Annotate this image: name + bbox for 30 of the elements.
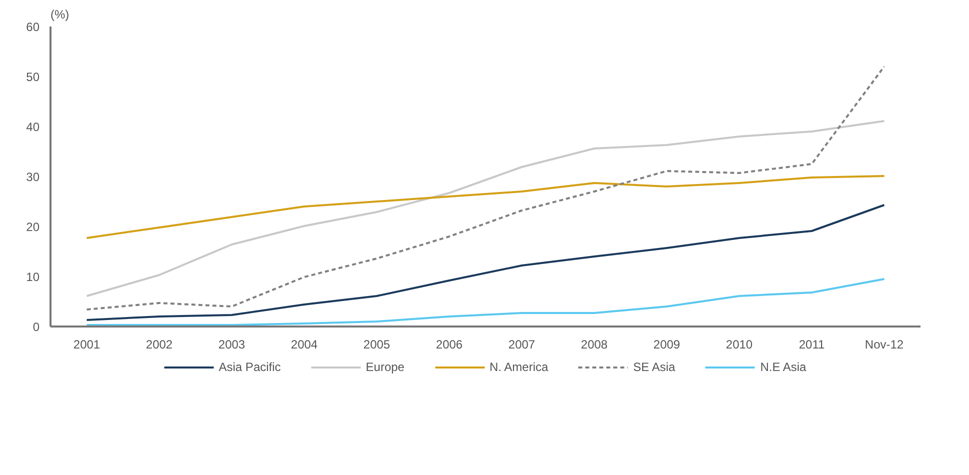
- x-tick-label: 2002: [146, 338, 173, 352]
- x-tick-label: Nov-12: [864, 338, 904, 352]
- y-tick-label: 60: [26, 20, 40, 34]
- x-tick-label: 2004: [290, 338, 318, 352]
- legend-label: Europe: [366, 360, 404, 374]
- y-axis-title: (%): [50, 8, 70, 22]
- y-tick-label: 10: [26, 270, 40, 284]
- x-tick-label: 2005: [363, 338, 390, 352]
- line-series: [86, 204, 886, 321]
- y-tick-label: 20: [26, 220, 40, 234]
- y-tick-label: 50: [26, 70, 40, 84]
- x-tick-label: 2001: [73, 338, 100, 352]
- x-tick-label: 2006: [436, 338, 463, 352]
- x-tick-label: 2003: [218, 338, 246, 352]
- line-series: [86, 66, 886, 310]
- line-series: [86, 278, 886, 326]
- legend-label: Asia Pacific: [218, 360, 281, 374]
- x-tick-label: 2008: [580, 338, 608, 352]
- y-tick-label: 0: [32, 320, 40, 334]
- x-tick-label: 2009: [653, 338, 680, 352]
- line-series: [86, 120, 886, 297]
- y-tick-label: 30: [26, 170, 40, 184]
- x-tick-label: 2007: [508, 338, 536, 352]
- legend-label: N.E Asia: [760, 360, 806, 374]
- line-series: [86, 175, 886, 239]
- legend-label: SE Asia: [633, 360, 676, 374]
- y-tick-label: 40: [26, 120, 40, 134]
- x-tick-label: 2010: [726, 338, 753, 352]
- legend-label: N. America: [489, 360, 548, 374]
- x-tick-label: 2011: [798, 338, 825, 352]
